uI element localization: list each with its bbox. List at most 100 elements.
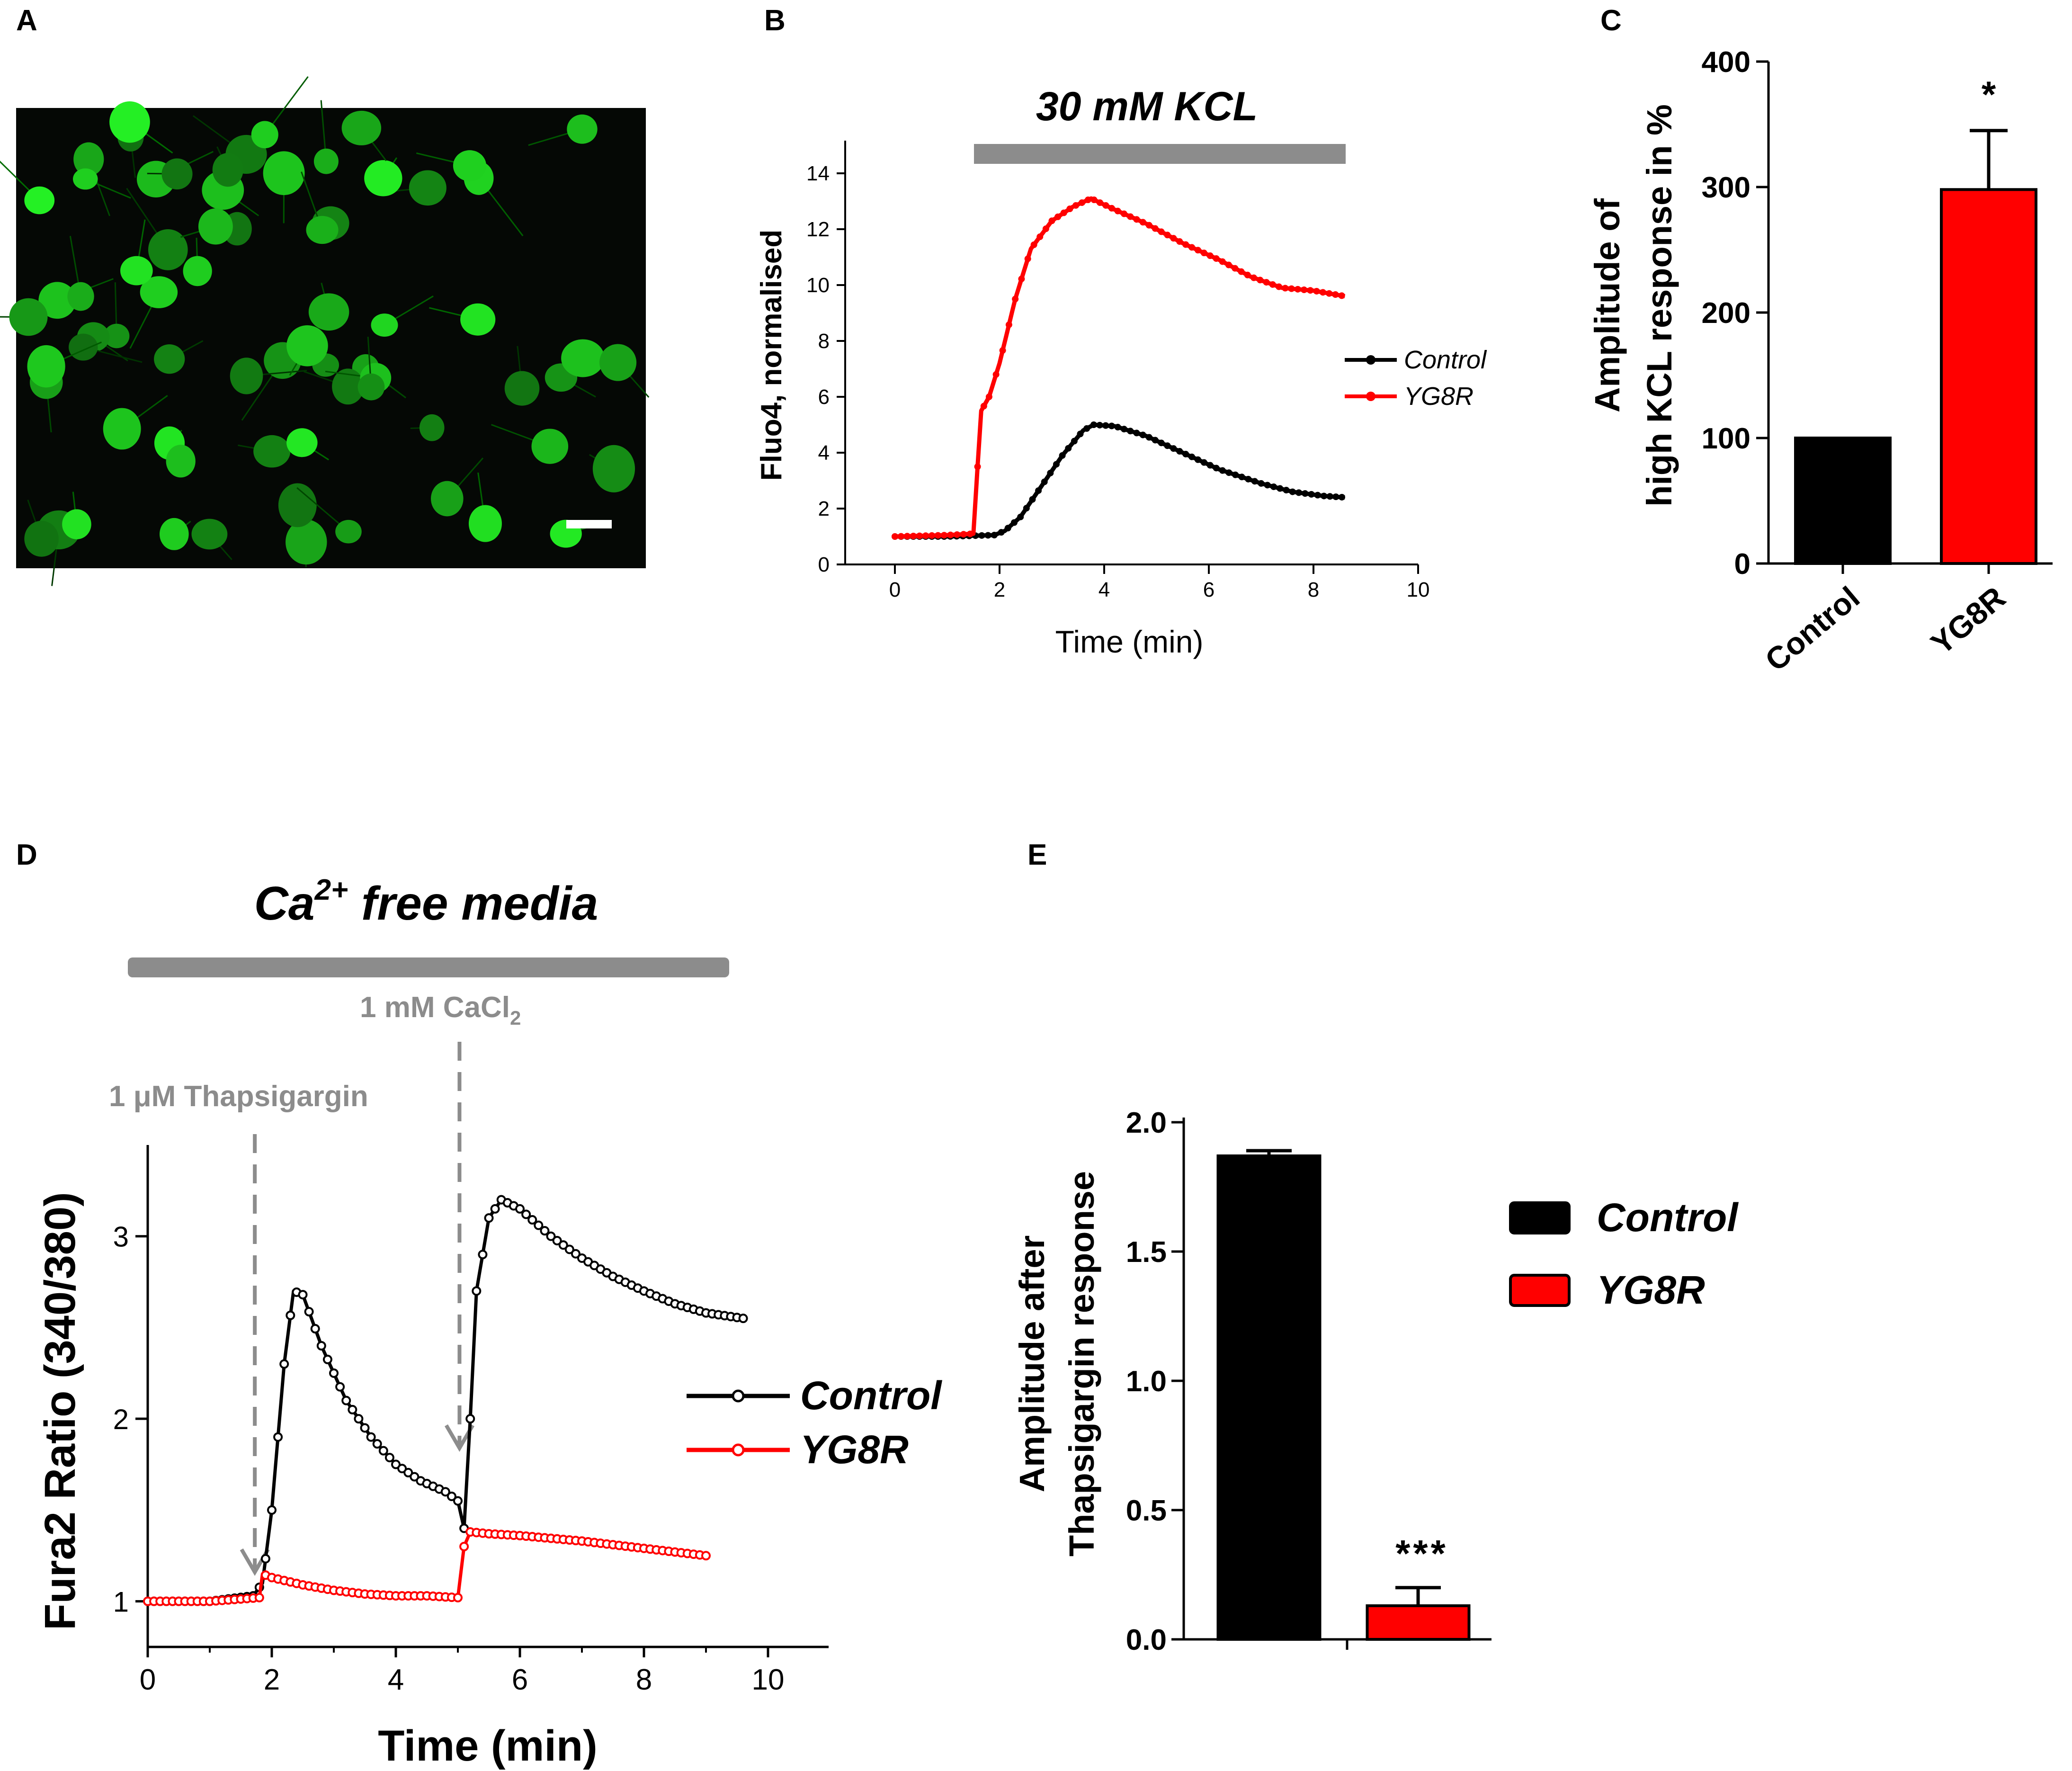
y-axis-label-line2: Thapsigargin response [1062,1171,1101,1556]
data-point [904,533,911,540]
data-point [534,1220,544,1230]
x-tick-label: 6 [1203,578,1215,601]
data-point [1326,290,1333,297]
data-point [1127,428,1134,435]
legend-label: Control [1404,346,1487,374]
data-point [329,1368,339,1378]
data-point [1005,321,1012,328]
x-tick-label: YG8R [1924,580,2012,661]
data-point [1054,213,1062,220]
data-point [980,402,987,410]
data-point [1108,422,1115,429]
data-point [1213,465,1220,472]
x-tick-label: 0 [140,1664,156,1696]
cell-body [67,282,94,311]
bar-control [1794,437,1892,565]
y-axis-label: Fura2 Ratio (340/380) [36,1192,84,1630]
data-point [1041,478,1048,485]
cell-body [419,414,445,441]
data-point [1188,244,1196,251]
legend-label: Control [1597,1195,1739,1240]
data-point [1060,209,1067,216]
data-point [1017,513,1024,520]
data-point [1170,445,1177,452]
cell-body [230,358,263,394]
data-point [1219,258,1226,265]
y-tick-label: 4 [818,441,830,465]
cell-body [592,445,635,492]
data-point [935,532,941,539]
data-point [1301,286,1308,294]
cell-body [409,170,447,206]
cell-body [335,519,362,544]
data-point [1314,492,1321,499]
data-point [941,532,947,539]
cell-body [148,229,188,270]
cell-body [62,509,91,539]
legend-marker [732,1443,745,1457]
cell-body [191,519,228,550]
cell-body [468,505,502,542]
cell-body [154,344,185,374]
legend-marker [732,1389,745,1403]
data-point [1102,422,1109,429]
cell-body [198,208,233,245]
data-point [1090,197,1098,204]
data-point [1263,279,1270,286]
data-point [1079,199,1086,206]
cell-body [251,121,278,149]
data-point [1238,268,1245,275]
y-tick-label: 0 [1734,548,1750,581]
data-point [453,1592,463,1602]
x-tick-label: 2 [264,1664,280,1696]
data-point [348,1404,357,1414]
data-point [403,1467,413,1477]
x-tick-label: 6 [512,1664,528,1696]
cell-body [27,345,65,388]
data-point [1023,505,1030,512]
data-point [1029,496,1036,503]
legend-label: YG8R [800,1427,909,1472]
data-point [1133,429,1140,437]
y-tick-label: 2 [113,1404,129,1435]
y-tick-label: 2 [818,497,830,520]
data-point [1004,525,1011,532]
data-point [378,1446,388,1456]
x-tick-label: Control [1759,580,1866,678]
data-point [1338,292,1345,299]
data-point [1338,493,1345,501]
data-point [1097,199,1104,206]
cell-body [567,114,598,144]
cell-body [431,481,464,517]
data-point [701,1551,711,1561]
y-axis-label: Fluo4, normalised [755,230,788,481]
cell-body [453,150,487,181]
data-point [1158,228,1165,235]
y-tick-label: 0.0 [1126,1624,1167,1656]
cell-body [460,303,496,336]
scale-bar [566,520,612,528]
cell-body [364,160,402,197]
data-point [998,529,1005,536]
data-point [966,530,973,537]
kcl-treatment-bar [974,144,1346,164]
ca-free-treatment-bar [128,957,729,977]
cell-body [561,339,605,377]
ca-free-label-main: Ca [254,877,315,930]
data-point [1030,241,1037,248]
data-point [1313,287,1320,295]
data-point [286,1310,295,1320]
data-point [1319,289,1326,296]
legend-label: Control [800,1373,942,1418]
legend-swatch [1509,1201,1571,1234]
data-point [335,1382,345,1392]
data-point [1182,450,1189,457]
data-point [1120,210,1127,217]
data-point [1307,287,1314,294]
cell-body [357,373,385,401]
cell-body [253,435,291,468]
data-point [738,1314,748,1324]
data-point [1182,241,1189,248]
data-point [1059,452,1066,459]
